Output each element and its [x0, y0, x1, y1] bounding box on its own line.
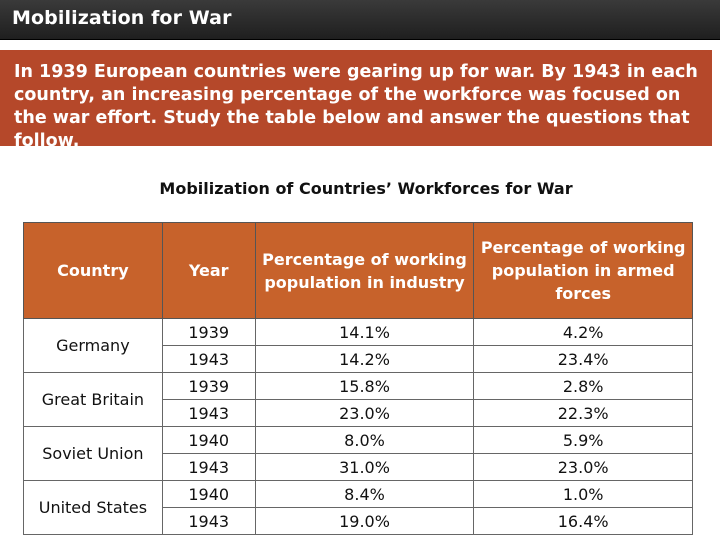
- country-cell: United States: [23, 480, 163, 535]
- year-cell: 1939: [161, 372, 256, 400]
- table-row: Germany 1939 14.1% 4.2%: [23, 318, 693, 373]
- industry-cell: 31.0%: [254, 453, 475, 481]
- armed-forces-cell: 22.3%: [473, 399, 693, 427]
- year-cell: 1940: [161, 426, 256, 454]
- table-title: Mobilization of Countries’ Workforces fo…: [159, 179, 573, 198]
- column-header-year: Year: [161, 222, 256, 319]
- table-row: 1943 31.0% 23.0%: [24, 453, 693, 481]
- country-cell: Germany: [23, 318, 163, 373]
- intro-text: In 1939 European countries were gearing …: [14, 62, 698, 151]
- table-row: 1943 19.0% 16.4%: [24, 507, 693, 535]
- armed-forces-cell: 4.2%: [473, 318, 693, 346]
- armed-forces-cell: 23.4%: [473, 345, 693, 373]
- year-cell: 1943: [161, 399, 256, 427]
- armed-forces-cell: 5.9%: [473, 426, 693, 454]
- page-title: Mobilization for War: [12, 7, 232, 29]
- country-cell: Great Britain: [23, 372, 163, 427]
- table-row: United States 1940 8.4% 1.0%: [23, 480, 693, 535]
- year-cell: 1943: [161, 453, 256, 481]
- column-header-country: Country: [23, 222, 163, 319]
- industry-cell: 14.2%: [254, 345, 475, 373]
- header-bar: Mobilization for War: [0, 0, 720, 40]
- armed-forces-cell: 2.8%: [473, 372, 693, 400]
- year-cell: 1940: [161, 480, 256, 508]
- armed-forces-cell: 1.0%: [473, 480, 693, 508]
- industry-cell: 14.1%: [254, 318, 475, 346]
- year-cell: 1943: [161, 507, 256, 535]
- industry-cell: 15.8%: [254, 372, 475, 400]
- armed-forces-cell: 23.0%: [473, 453, 693, 481]
- country-cell: Soviet Union: [23, 426, 163, 481]
- intro-box: In 1939 European countries were gearing …: [0, 50, 712, 151]
- industry-cell: 23.0%: [254, 399, 475, 427]
- table-row: 1943 14.2% 23.4%: [24, 345, 693, 373]
- column-header-armed-forces: Percentage of working population in arme…: [473, 222, 693, 319]
- table-row: 1943 23.0% 22.3%: [24, 399, 693, 427]
- industry-cell: 19.0%: [254, 507, 475, 535]
- table-row: Soviet Union 1940 8.0% 5.9%: [23, 426, 693, 481]
- mobilization-table: Country Year Percentage of working popul…: [23, 222, 693, 535]
- table-row: Great Britain 1939 15.8% 2.8%: [23, 372, 693, 427]
- armed-forces-cell: 16.4%: [473, 507, 693, 535]
- industry-cell: 8.0%: [254, 426, 475, 454]
- year-cell: 1939: [161, 318, 256, 346]
- column-header-industry: Percentage of working population in indu…: [254, 222, 475, 319]
- table-header-row: Country Year Percentage of working popul…: [23, 222, 693, 319]
- industry-cell: 8.4%: [254, 480, 475, 508]
- year-cell: 1943: [161, 345, 256, 373]
